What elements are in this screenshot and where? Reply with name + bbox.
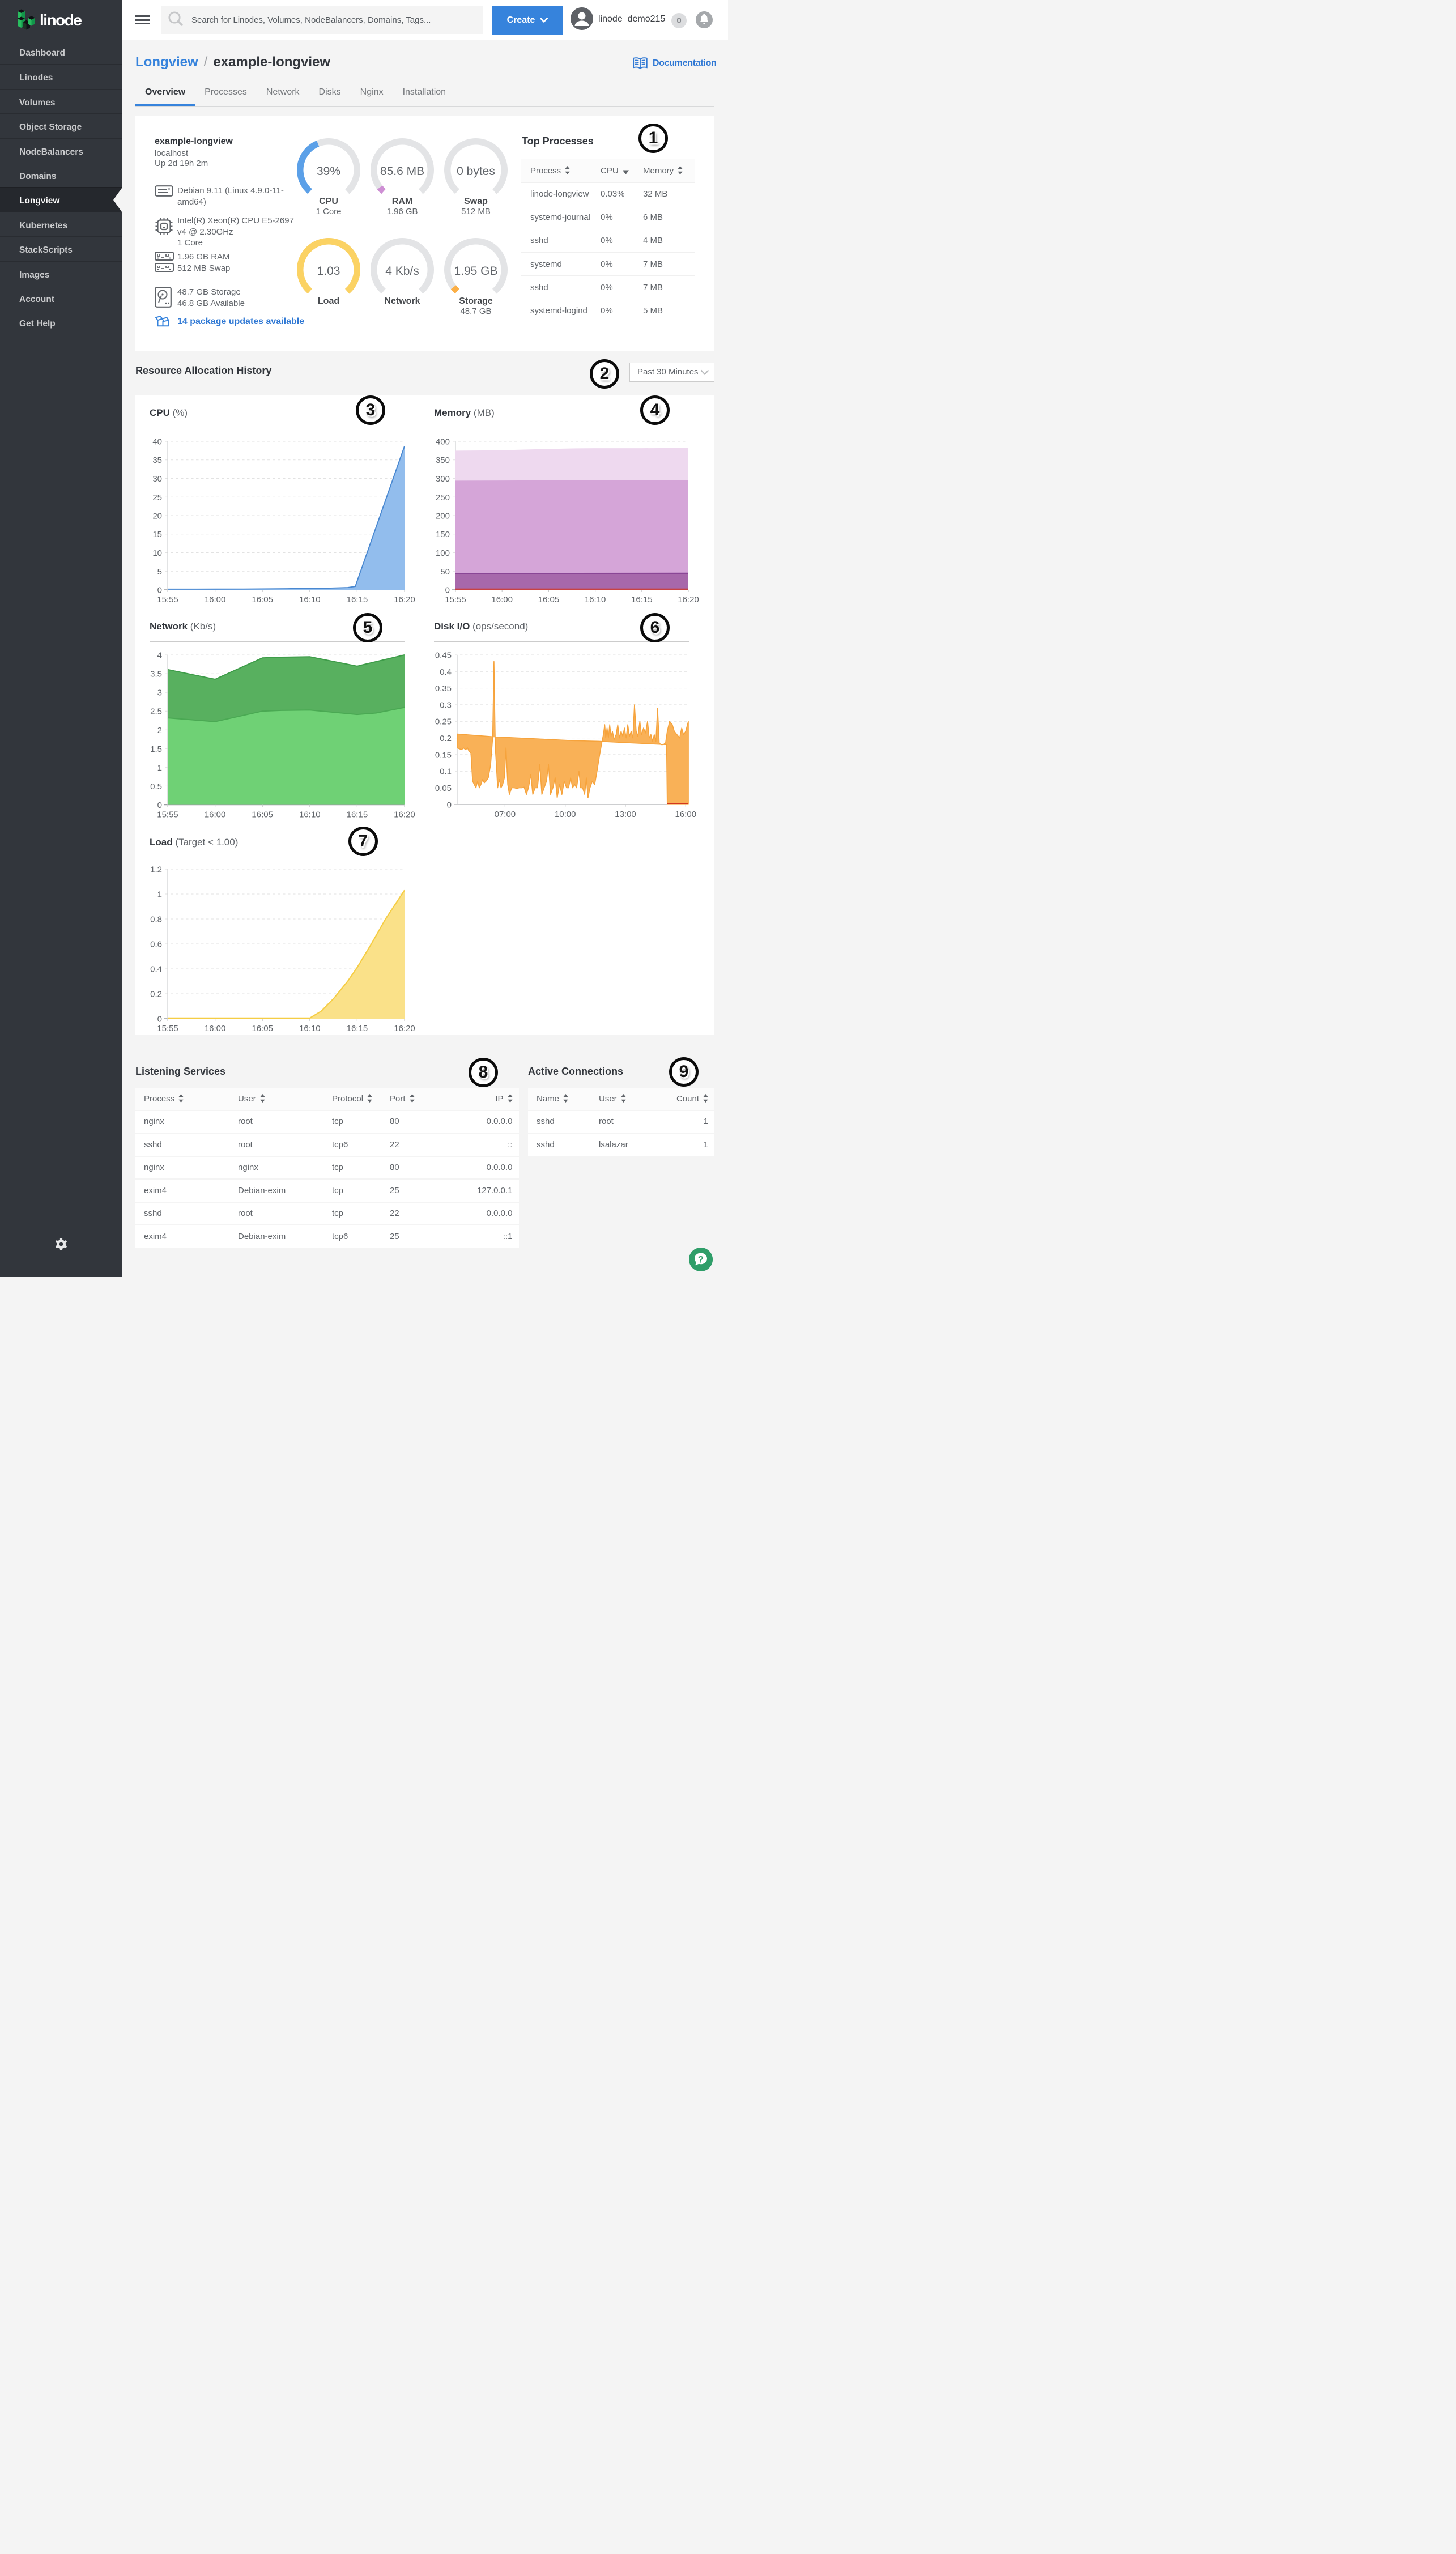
svg-text:15: 15 xyxy=(152,530,162,539)
svg-text:1: 1 xyxy=(157,763,162,773)
svg-text:1.5: 1.5 xyxy=(150,744,162,754)
svg-text:0: 0 xyxy=(157,801,162,810)
svg-text:0.45: 0.45 xyxy=(435,650,452,660)
svg-text:4: 4 xyxy=(157,651,162,661)
svg-text:16:05: 16:05 xyxy=(538,595,560,605)
svg-text:16:20: 16:20 xyxy=(678,595,699,605)
svg-text:0: 0 xyxy=(445,586,450,595)
svg-text:2: 2 xyxy=(157,726,162,735)
svg-text:35: 35 xyxy=(152,456,162,465)
svg-text:300: 300 xyxy=(436,474,450,484)
svg-text:3: 3 xyxy=(157,688,162,698)
svg-text:20: 20 xyxy=(152,512,162,521)
svg-text:0.35: 0.35 xyxy=(435,684,452,693)
svg-text:250: 250 xyxy=(436,493,450,503)
svg-text:16:15: 16:15 xyxy=(347,595,368,605)
svg-text:0.15: 0.15 xyxy=(435,750,452,760)
svg-text:16:10: 16:10 xyxy=(299,810,321,820)
svg-text:16:15: 16:15 xyxy=(347,810,368,820)
svg-text:10: 10 xyxy=(152,548,162,558)
svg-text:0.25: 0.25 xyxy=(435,717,452,726)
svg-text:1.2: 1.2 xyxy=(150,865,162,875)
svg-text:0.8: 0.8 xyxy=(150,915,162,925)
svg-text:0.2: 0.2 xyxy=(150,990,162,999)
svg-text:16:20: 16:20 xyxy=(394,595,415,605)
svg-text:400: 400 xyxy=(436,437,450,447)
svg-text:16:15: 16:15 xyxy=(347,1024,368,1033)
svg-text:5: 5 xyxy=(157,567,162,577)
svg-text:40: 40 xyxy=(152,437,162,447)
svg-text:0.3: 0.3 xyxy=(440,700,452,710)
svg-text:16:10: 16:10 xyxy=(299,1024,321,1033)
svg-text:?: ? xyxy=(698,1254,704,1265)
svg-text:0.2: 0.2 xyxy=(440,734,452,743)
svg-text:10:00: 10:00 xyxy=(555,809,576,819)
svg-text:1: 1 xyxy=(157,890,162,900)
svg-text:15:55: 15:55 xyxy=(157,1024,178,1033)
svg-text:16:05: 16:05 xyxy=(252,810,273,820)
svg-text:50: 50 xyxy=(440,567,450,577)
svg-text:150: 150 xyxy=(436,530,450,539)
svg-text:0: 0 xyxy=(447,800,452,810)
svg-text:16:05: 16:05 xyxy=(252,595,273,605)
svg-text:16:00: 16:00 xyxy=(491,595,513,605)
svg-text:100: 100 xyxy=(436,548,450,558)
svg-text:16:05: 16:05 xyxy=(252,1024,273,1033)
svg-text:16:15: 16:15 xyxy=(631,595,653,605)
svg-text:350: 350 xyxy=(436,456,450,465)
svg-text:0: 0 xyxy=(157,1015,162,1024)
svg-text:16:20: 16:20 xyxy=(394,810,415,820)
svg-text:0: 0 xyxy=(157,586,162,595)
svg-text:0.05: 0.05 xyxy=(435,783,452,793)
svg-text:0.4: 0.4 xyxy=(440,667,452,676)
svg-text:2.5: 2.5 xyxy=(150,707,162,717)
svg-text:13:00: 13:00 xyxy=(615,809,636,819)
svg-text:16:00: 16:00 xyxy=(205,1024,226,1033)
svg-text:25: 25 xyxy=(152,493,162,503)
svg-text:0.6: 0.6 xyxy=(150,940,162,950)
svg-text:0.4: 0.4 xyxy=(150,965,162,974)
svg-text:16:00: 16:00 xyxy=(675,809,697,819)
svg-text:16:20: 16:20 xyxy=(394,1024,415,1033)
svg-text:0.5: 0.5 xyxy=(150,782,162,791)
svg-text:16:10: 16:10 xyxy=(299,595,321,605)
svg-text:200: 200 xyxy=(436,512,450,521)
svg-text:0.1: 0.1 xyxy=(440,767,452,776)
svg-text:07:00: 07:00 xyxy=(495,809,516,819)
svg-text:15:55: 15:55 xyxy=(157,595,178,605)
svg-text:3.5: 3.5 xyxy=(150,670,162,679)
svg-text:16:00: 16:00 xyxy=(205,595,226,605)
svg-text:16:10: 16:10 xyxy=(585,595,606,605)
svg-text:15:55: 15:55 xyxy=(157,810,178,820)
svg-text:30: 30 xyxy=(152,474,162,484)
svg-text:16:00: 16:00 xyxy=(205,810,226,820)
svg-text:15:55: 15:55 xyxy=(445,595,466,605)
